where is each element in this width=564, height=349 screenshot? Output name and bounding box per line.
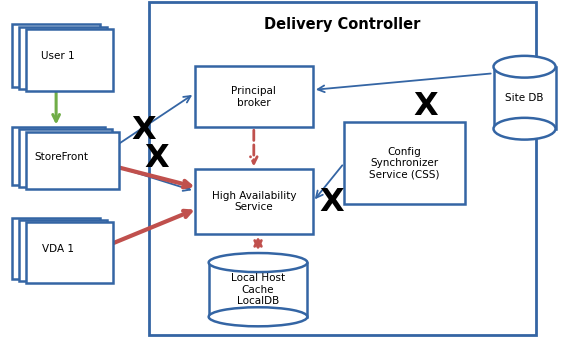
Ellipse shape (209, 253, 307, 272)
FancyBboxPatch shape (12, 24, 100, 87)
FancyBboxPatch shape (195, 169, 313, 234)
Text: Site DB: Site DB (505, 93, 544, 103)
FancyBboxPatch shape (12, 127, 105, 185)
Ellipse shape (209, 307, 307, 326)
Text: Local Host
Cache
LocalDB: Local Host Cache LocalDB (231, 273, 285, 306)
Ellipse shape (494, 118, 556, 140)
FancyBboxPatch shape (149, 2, 536, 335)
Bar (209, 262, 307, 317)
Text: X: X (144, 143, 169, 174)
Text: Config
Synchronizer
Service (CSS): Config Synchronizer Service (CSS) (369, 147, 440, 180)
Text: X: X (413, 91, 438, 122)
FancyBboxPatch shape (26, 132, 119, 189)
FancyBboxPatch shape (12, 218, 100, 279)
FancyBboxPatch shape (19, 27, 107, 89)
Text: High Availability
Service: High Availability Service (212, 191, 296, 212)
Text: Principal
broker: Principal broker (231, 86, 276, 107)
Bar (494, 67, 556, 129)
Text: User 1: User 1 (41, 51, 75, 61)
FancyBboxPatch shape (19, 220, 107, 281)
Text: X: X (319, 187, 344, 218)
Text: Delivery Controller: Delivery Controller (265, 17, 421, 32)
FancyBboxPatch shape (26, 222, 113, 283)
FancyBboxPatch shape (19, 129, 112, 187)
Text: X: X (131, 116, 156, 146)
FancyBboxPatch shape (26, 29, 113, 91)
FancyBboxPatch shape (344, 122, 465, 204)
Text: VDA 1: VDA 1 (42, 244, 74, 254)
Text: StoreFront: StoreFront (34, 152, 88, 162)
FancyBboxPatch shape (195, 66, 313, 127)
Ellipse shape (494, 56, 556, 77)
